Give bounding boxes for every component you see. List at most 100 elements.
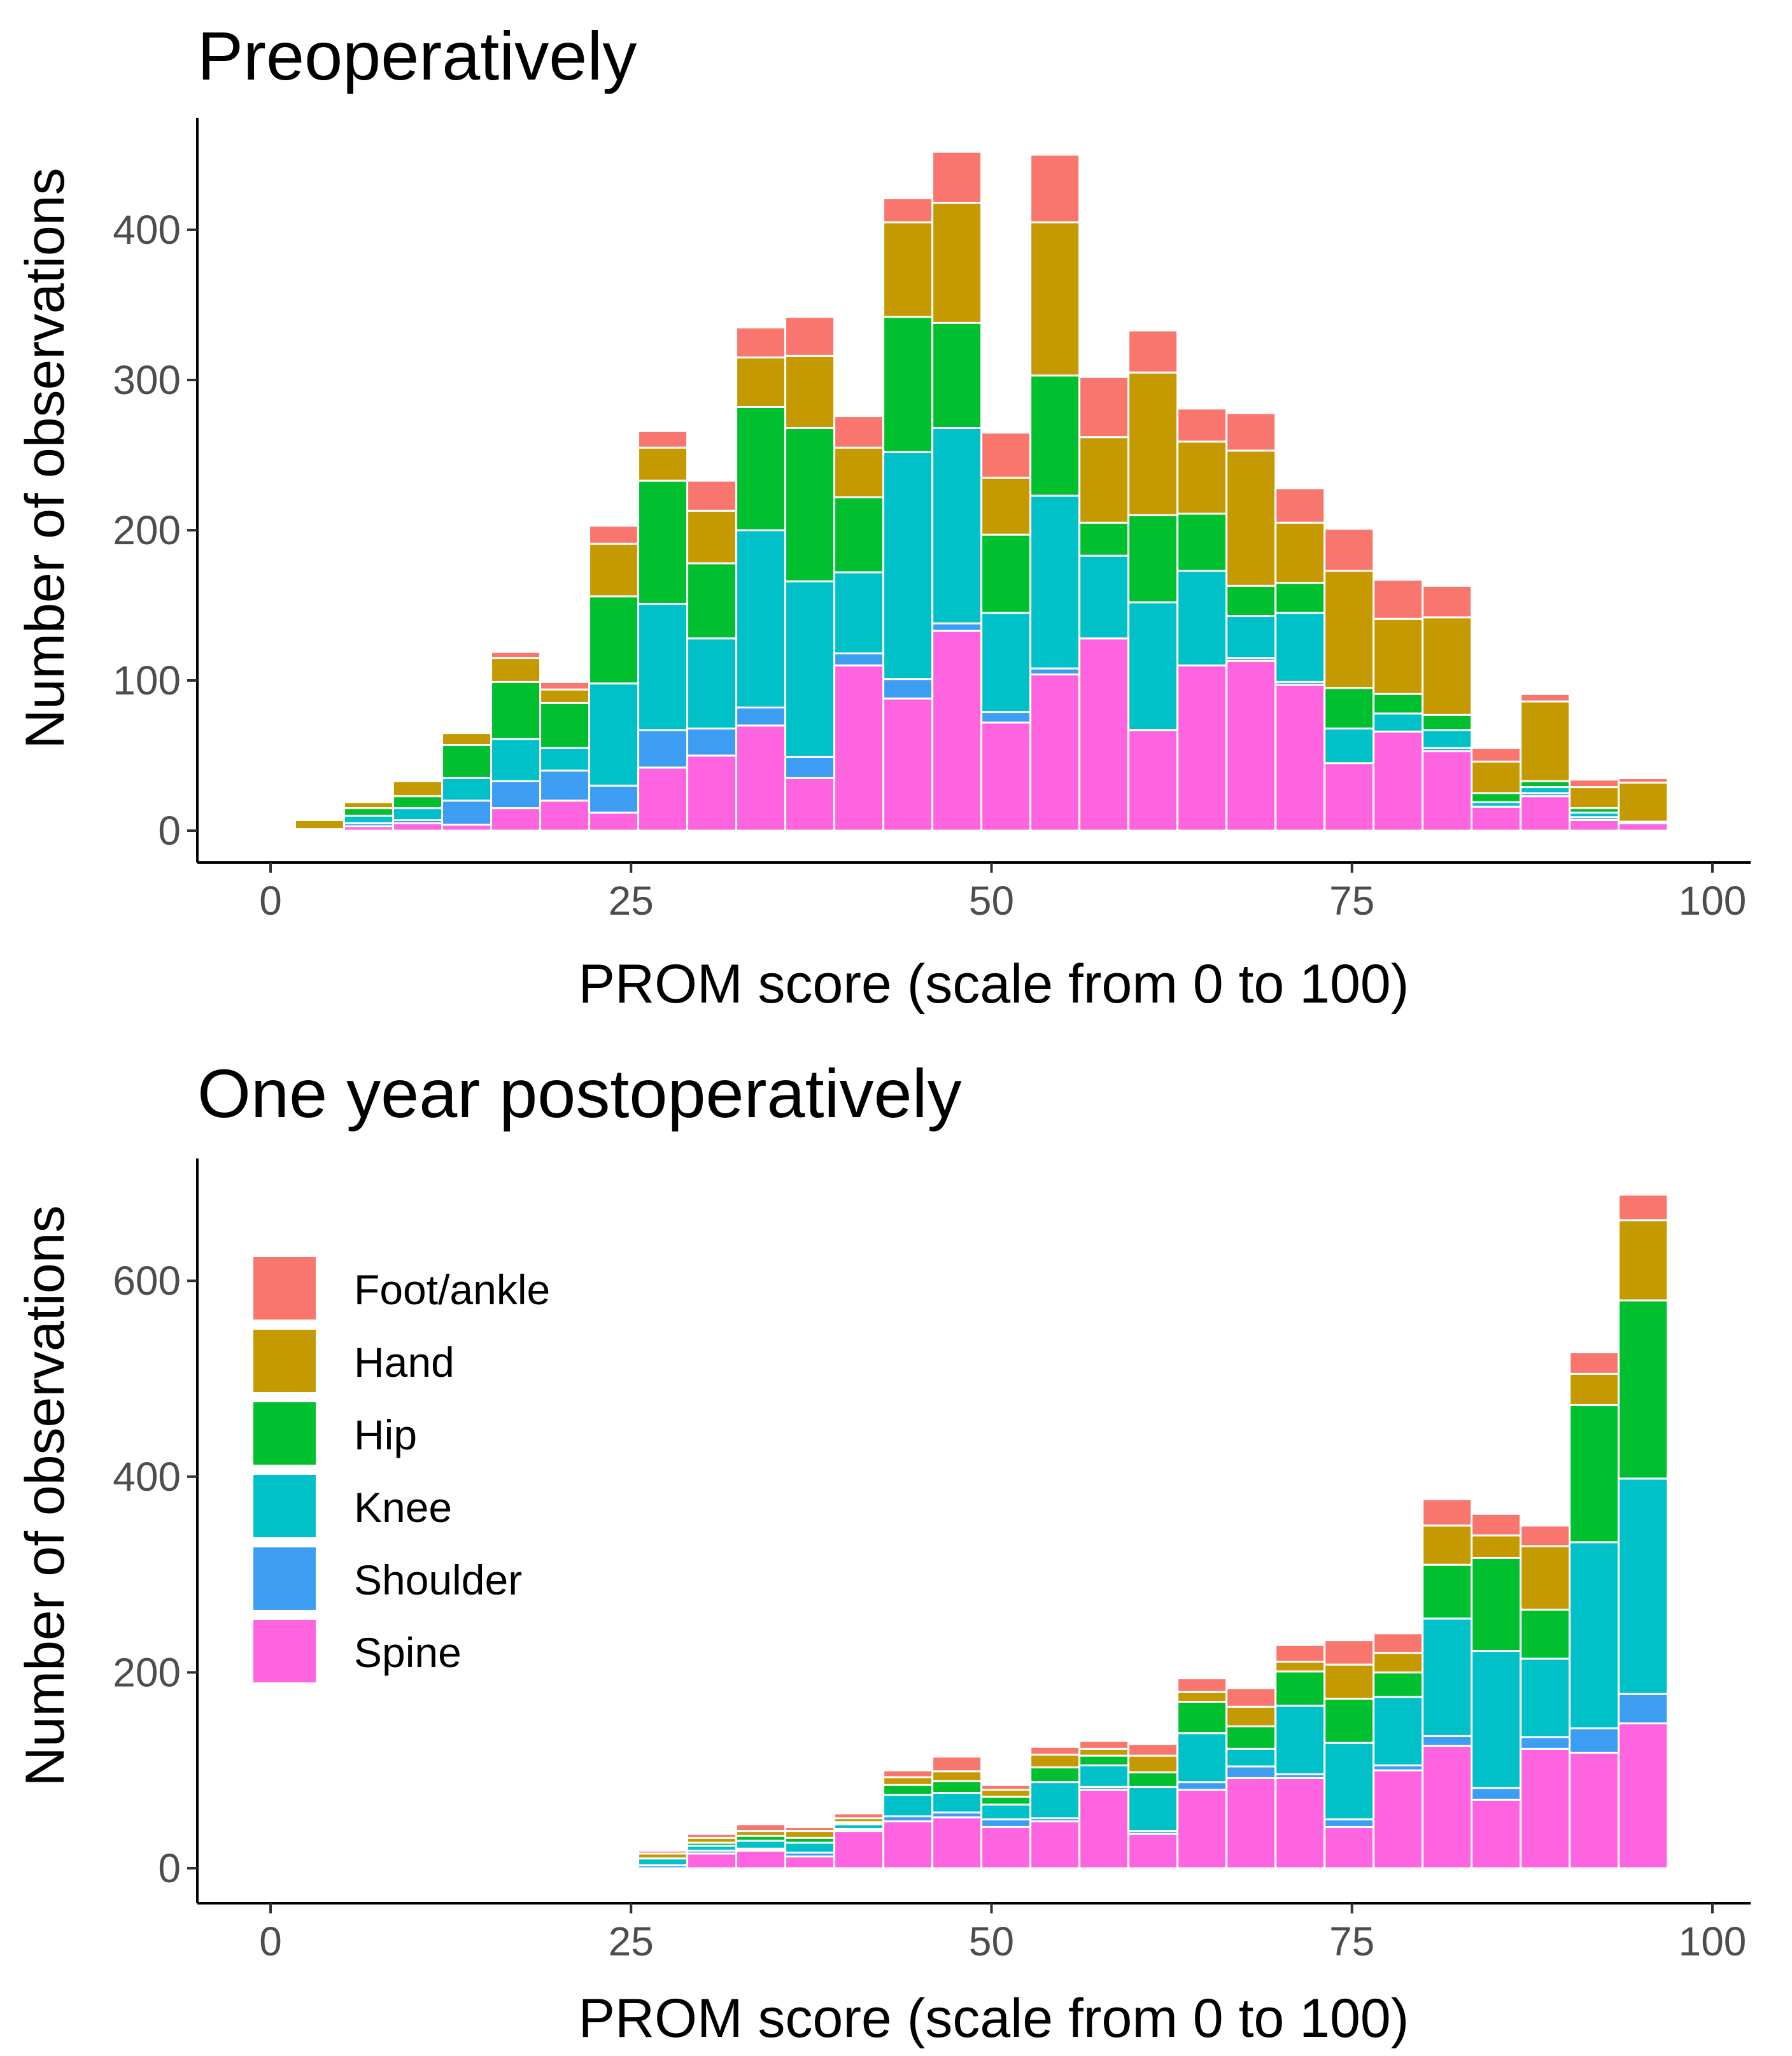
bar-foot-ankle: [1225, 412, 1277, 452]
bar-spine: [980, 721, 1032, 832]
bar-knee: [1274, 612, 1326, 683]
bar-hand: [784, 355, 836, 430]
bar-hand: [294, 819, 346, 831]
bar-knee: [784, 580, 836, 758]
bar-foot-ankle: [1422, 584, 1473, 619]
bar-knee: [735, 1840, 787, 1850]
bar-foot-ankle: [1618, 1193, 1669, 1222]
bar-hand: [1225, 1705, 1277, 1728]
bar-spine: [1569, 819, 1620, 832]
bar-spine: [833, 1830, 885, 1869]
bar-knee: [1422, 729, 1473, 749]
bar-foot-ankle: [784, 316, 836, 357]
bar-hip: [1372, 1671, 1424, 1698]
bar-foot-ankle: [588, 525, 640, 545]
bar-knee: [441, 777, 493, 802]
bar-foot-ankle: [1323, 528, 1375, 572]
bar-spine: [1569, 1752, 1620, 1869]
bar-shoulder: [1569, 1727, 1620, 1754]
bar-hand: [637, 446, 689, 482]
bar-spine: [882, 697, 934, 832]
bar-hip: [1127, 1771, 1179, 1788]
bar-spine: [1225, 1777, 1277, 1869]
bar-spine: [931, 1816, 983, 1869]
x-tick-label: 50: [969, 878, 1014, 924]
bar-foot-ankle: [1176, 1677, 1228, 1693]
legend-label-hip: Hip: [354, 1411, 417, 1458]
bar-hand: [1274, 521, 1326, 584]
x-axis-title: PROM score (scale from 0 to 100): [579, 1988, 1409, 2049]
bar-hip: [637, 479, 689, 605]
bar-hip: [343, 807, 395, 817]
bar-shoulder: [686, 728, 738, 757]
bar-spine: [784, 1855, 836, 1869]
bar-hand: [1176, 1691, 1228, 1703]
bar-knee: [1029, 495, 1081, 670]
legend-label-shoulder: Shoulder: [354, 1556, 522, 1603]
bar-shoulder: [784, 756, 836, 779]
bar-knee: [735, 529, 787, 708]
bar-knee: [931, 427, 983, 624]
bar-hand: [686, 509, 738, 565]
bar-hip: [588, 595, 640, 685]
bar-hand: [1323, 570, 1375, 689]
bar-hand: [931, 1770, 983, 1782]
bar-knee: [1520, 1658, 1571, 1738]
bar-hip: [1372, 693, 1424, 715]
bar-knee: [833, 571, 885, 655]
bar-spine: [1176, 664, 1228, 832]
y-tick-label: 0: [158, 1845, 181, 1891]
bar-hand: [588, 542, 640, 598]
bar-knee: [1372, 1696, 1424, 1767]
y-tick-label: 400: [113, 1454, 181, 1500]
bar-hip: [931, 1780, 983, 1794]
bar-shoulder: [882, 678, 934, 700]
bar-knee: [490, 738, 542, 782]
bar-spine: [931, 630, 983, 832]
bar-knee: [784, 1841, 836, 1854]
bar-foot-ankle: [1078, 376, 1130, 439]
bar-hand: [1471, 760, 1522, 794]
bar-hip: [1176, 1701, 1228, 1735]
bar-hip: [1471, 792, 1522, 803]
bar-shoulder: [980, 711, 1032, 724]
bar-foot-ankle: [1274, 487, 1326, 524]
bar-spine: [1274, 684, 1326, 832]
legend-key-hand: [253, 1330, 316, 1392]
bar-shoulder: [490, 780, 542, 810]
bar-hand: [784, 1830, 836, 1839]
bar-foot-ankle: [294, 817, 346, 821]
bar-foot-ankle: [686, 1833, 738, 1839]
bar-foot-ankle: [441, 730, 493, 735]
bar-hand: [1372, 617, 1424, 695]
bar-hip: [1078, 521, 1130, 557]
axes: 0 200 400 600 0 25 50 75 100: [113, 1158, 1751, 1964]
bar-foot-ankle: [1225, 1687, 1277, 1708]
bar-foot-ankle: [1176, 407, 1228, 443]
legend-key-spine: [253, 1620, 316, 1682]
bar-hand: [1127, 1754, 1179, 1773]
bar-hip: [1029, 374, 1081, 497]
bar-knee: [1078, 1764, 1130, 1788]
bar-foot-ankle: [1569, 1351, 1620, 1375]
bar-foot-ankle: [1078, 1740, 1130, 1750]
bar-hip: [882, 1784, 934, 1796]
bar-hand: [1372, 1652, 1424, 1673]
legend-label-knee: Knee: [354, 1484, 452, 1531]
bar-hip: [1225, 584, 1277, 617]
bar-shoulder: [1520, 1736, 1571, 1750]
bar-spine: [1618, 822, 1669, 832]
bar-spine: [735, 724, 787, 832]
bar-spine: [588, 812, 640, 832]
y-tick-label: 300: [113, 357, 181, 403]
legend-key-foot-ankle: [253, 1257, 316, 1320]
legend-label-hand: Hand: [354, 1339, 455, 1386]
axes: 0 100 200 300 400 0 25 50 75 100: [113, 118, 1751, 924]
bar-hip: [1274, 582, 1326, 614]
y-tick-label: 0: [158, 808, 181, 854]
bar-hand: [1029, 221, 1081, 377]
chart-title: Preoperatively: [197, 17, 637, 94]
y-axis-title: Number of observations: [15, 1206, 76, 1787]
bar-spine: [1471, 1798, 1522, 1869]
